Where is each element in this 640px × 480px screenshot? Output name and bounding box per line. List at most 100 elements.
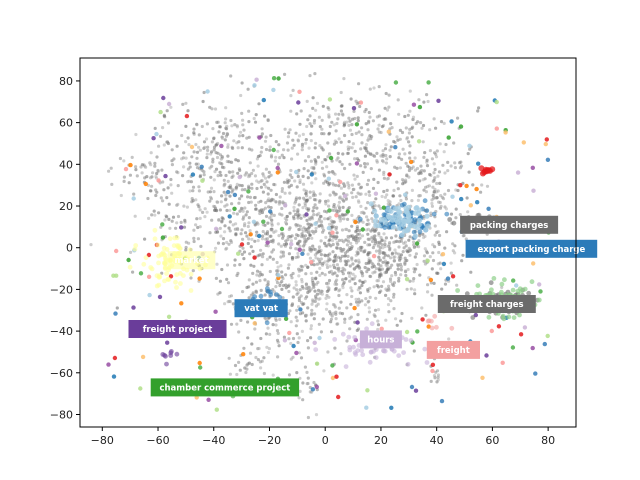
background-point [296, 208, 300, 212]
background-point [337, 112, 341, 116]
background-point [187, 143, 191, 147]
background-point [456, 188, 460, 193]
background-point [359, 164, 363, 168]
colored-point [328, 155, 334, 161]
colored-point [389, 405, 394, 410]
background-point [115, 306, 119, 310]
background-point [345, 339, 349, 343]
background-point [180, 157, 184, 161]
background-point [267, 347, 271, 351]
background-point [194, 162, 198, 166]
colored-point [326, 225, 332, 231]
background-point [265, 180, 269, 184]
background-point [344, 197, 348, 201]
background-point [317, 219, 321, 223]
background-point [218, 226, 222, 230]
colored-point [355, 320, 360, 325]
background-point [315, 206, 319, 210]
background-point [289, 246, 293, 250]
cluster-label: freight charges [437, 295, 536, 313]
background-point [275, 281, 280, 285]
background-point [320, 118, 324, 122]
background-point [357, 182, 361, 186]
cluster-point [405, 226, 411, 232]
colored-point [494, 99, 499, 105]
background-point [281, 200, 285, 204]
background-point [323, 217, 327, 221]
background-point [212, 137, 216, 141]
background-point [459, 164, 464, 168]
colored-point [538, 289, 543, 294]
background-point [394, 234, 398, 238]
colored-point [198, 365, 203, 370]
background-point [341, 282, 346, 286]
cluster-point [372, 218, 379, 224]
background-point [368, 87, 372, 91]
background-point [251, 168, 255, 172]
background-point [298, 389, 302, 393]
background-point [335, 322, 339, 326]
colored-point [298, 307, 303, 312]
background-point [400, 157, 404, 161]
background-point [219, 200, 223, 204]
background-point [304, 141, 308, 145]
colored-point [304, 212, 309, 217]
colored-point [531, 261, 536, 266]
background-point [430, 267, 434, 271]
background-point [191, 269, 195, 273]
background-point [346, 181, 350, 185]
colored-point [227, 214, 232, 219]
background-point [264, 176, 268, 180]
colored-point [111, 273, 116, 278]
background-point [356, 288, 360, 292]
background-point [249, 293, 253, 297]
background-point [253, 327, 257, 331]
background-point [146, 196, 150, 201]
colored-point [545, 157, 551, 162]
background-point [437, 170, 442, 174]
background-point [286, 235, 290, 239]
background-point [242, 250, 247, 254]
cluster-point [422, 198, 428, 204]
background-point [401, 250, 405, 254]
background-point [366, 201, 370, 205]
background-point [297, 396, 301, 400]
background-point [195, 217, 199, 221]
cluster-point [364, 326, 369, 332]
background-point [176, 202, 180, 206]
background-point [241, 134, 245, 138]
background-point [220, 194, 224, 198]
background-point [327, 113, 331, 117]
background-point [301, 286, 305, 290]
background-point [369, 274, 373, 279]
background-point [163, 218, 167, 222]
background-point [403, 152, 407, 156]
background-point [398, 262, 403, 266]
cluster-point [391, 214, 397, 220]
background-point [128, 173, 132, 177]
background-point [300, 280, 304, 284]
background-point [182, 165, 186, 169]
colored-point [327, 97, 333, 102]
colored-point [310, 387, 316, 392]
background-point [245, 136, 249, 140]
background-point [271, 257, 275, 261]
background-point [251, 291, 255, 295]
cluster-point [405, 219, 412, 225]
colored-point [252, 255, 257, 260]
background-point [240, 146, 244, 150]
background-point [188, 161, 192, 165]
background-point [241, 118, 245, 122]
background-point [357, 300, 361, 304]
colored-point [474, 186, 479, 192]
background-point [394, 317, 398, 321]
background-point [320, 166, 325, 170]
background-point [247, 135, 251, 139]
background-point [333, 255, 337, 259]
background-point [289, 168, 293, 173]
background-point [388, 155, 392, 159]
colored-point [334, 213, 339, 218]
background-point [225, 203, 229, 207]
background-point [408, 235, 412, 239]
background-point [237, 167, 241, 171]
